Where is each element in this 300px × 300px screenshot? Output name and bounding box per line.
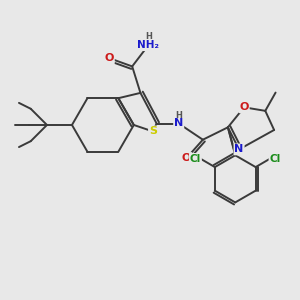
Text: S: S [149, 126, 157, 136]
Text: NH₂: NH₂ [137, 40, 159, 50]
Text: O: O [182, 153, 191, 163]
Text: Cl: Cl [190, 154, 201, 164]
Text: N: N [234, 144, 244, 154]
Text: H: H [176, 111, 182, 120]
Text: Cl: Cl [269, 154, 281, 164]
Text: O: O [239, 102, 249, 112]
Text: O: O [104, 53, 114, 63]
Text: H: H [146, 32, 152, 41]
Text: N: N [174, 118, 183, 128]
